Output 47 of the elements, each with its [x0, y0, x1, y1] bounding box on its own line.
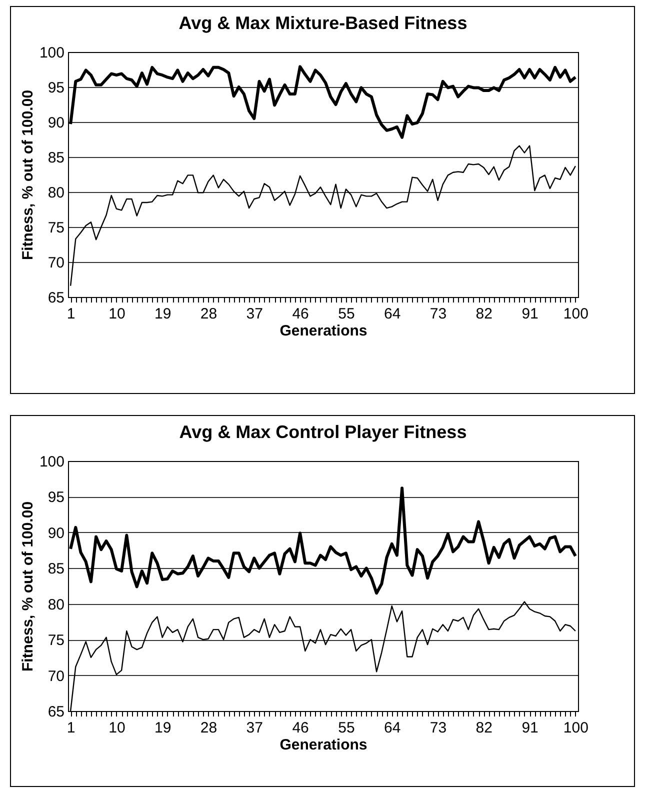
- y-tick-label: 65: [48, 704, 64, 720]
- x-tick-label: 82: [476, 720, 492, 736]
- y-tick-label: 75: [48, 220, 64, 236]
- x-tick-label: 73: [430, 306, 447, 322]
- y-tick-label: 80: [48, 596, 64, 614]
- x-tick-label: 55: [338, 306, 355, 322]
- x-axis-title: Generations: [280, 736, 368, 754]
- x-tick-label: 10: [108, 720, 126, 736]
- y-tick-label: 95: [48, 489, 64, 506]
- chart-title: Avg & Max Control Player Fitness: [179, 422, 467, 442]
- y-tick-label: 100: [39, 44, 64, 62]
- x-tick-label: 46: [292, 720, 309, 736]
- x-axis-title: Generations: [280, 322, 368, 340]
- y-tick-label: 65: [48, 290, 64, 306]
- chart-title: Avg & Max Mixture-Based Fitness: [178, 13, 468, 33]
- x-tick-label: 46: [292, 306, 309, 322]
- x-tick-label: 91: [522, 306, 538, 322]
- y-tick-label: 90: [48, 524, 64, 542]
- y-tick-label: 70: [48, 254, 64, 272]
- y-tick-label: 70: [48, 668, 64, 685]
- x-tick-label: 82: [476, 306, 492, 322]
- x-tick-label: 91: [522, 720, 538, 736]
- x-tick-label: 73: [430, 720, 447, 736]
- y-tick-label: 75: [48, 632, 64, 650]
- y-tick-label: 100: [39, 454, 64, 470]
- line-series: [70, 145, 576, 286]
- x-tick-label: 100: [563, 306, 588, 322]
- x-tick-label: 55: [338, 720, 355, 736]
- x-tick-label: 64: [384, 720, 401, 736]
- x-tick-label: 19: [154, 306, 172, 322]
- y-tick-label: 90: [48, 114, 64, 132]
- y-tick-label: 85: [48, 150, 64, 166]
- y-axis-title: Fitness, % out of 100.00: [19, 501, 36, 672]
- x-tick-label: 100: [563, 720, 588, 736]
- x-tick-label: 19: [154, 720, 172, 736]
- x-tick-label: 64: [384, 306, 401, 322]
- x-tick-label: 28: [200, 720, 218, 736]
- y-tick-label: 80: [48, 184, 64, 202]
- x-tick-label: 1: [66, 306, 76, 322]
- y-axis-title: Fitness, % out of 100.00: [19, 90, 36, 260]
- x-tick-label: 28: [200, 306, 218, 322]
- x-tick-label: 37: [246, 720, 263, 736]
- y-tick-label: 95: [48, 80, 64, 96]
- x-tick-label: 1: [66, 720, 76, 736]
- x-tick-label: 37: [246, 306, 263, 322]
- y-tick-label: 85: [48, 560, 64, 578]
- x-tick-label: 10: [108, 306, 126, 322]
